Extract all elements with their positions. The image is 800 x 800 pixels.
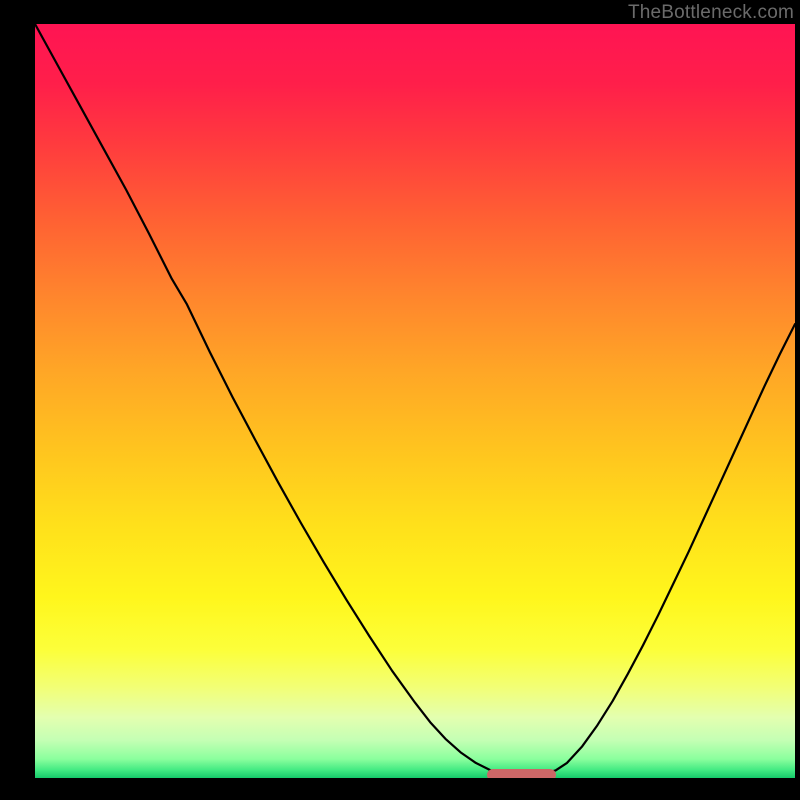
chart-frame: TheBottleneck.com (0, 0, 800, 800)
gradient-background (35, 24, 795, 778)
gradient-plot-svg (35, 24, 795, 778)
watermark-text: TheBottleneck.com (628, 2, 794, 24)
plot-area (35, 24, 795, 778)
optimal-range-marker (487, 769, 555, 778)
